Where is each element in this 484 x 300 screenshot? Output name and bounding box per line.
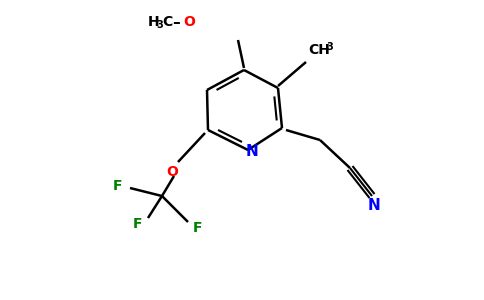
Text: –: – [172,14,180,29]
Text: F: F [113,179,123,193]
Text: CH: CH [308,43,330,57]
Text: O: O [166,165,178,179]
Text: 3: 3 [156,20,163,30]
Text: H: H [148,15,160,29]
Text: F: F [193,221,203,235]
Text: N: N [368,199,380,214]
Text: 3: 3 [326,42,333,52]
Text: N: N [245,145,258,160]
Text: F: F [133,217,143,231]
Text: O: O [183,15,195,29]
Text: C: C [162,15,172,29]
